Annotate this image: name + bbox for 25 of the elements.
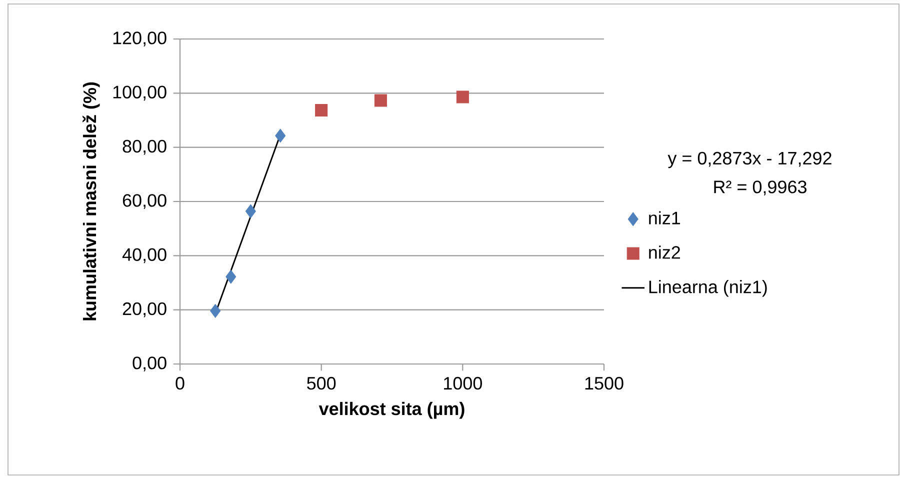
y-tick-label: 0,00 <box>132 356 166 372</box>
x-tick-label: 500 <box>307 376 336 390</box>
point <box>374 94 387 107</box>
x-tick-label: 1000 <box>444 376 482 390</box>
y-tick-label: 120,00 <box>113 32 166 46</box>
point <box>226 270 236 284</box>
x-tick-label: 0 <box>176 376 184 390</box>
point <box>275 128 286 143</box>
y-tick-label: 100,00 <box>113 86 166 101</box>
legend-label: Linearna (niz1) <box>649 280 767 297</box>
y-tick-label: 40,00 <box>122 248 166 264</box>
point <box>456 90 469 104</box>
point <box>210 304 221 318</box>
point <box>245 204 256 218</box>
x-axis-title: velikost sita (µm) <box>318 402 464 419</box>
text: R² = 0,9963 <box>714 180 806 196</box>
y-axis-title: kumulativni masni delež (%) <box>82 82 100 320</box>
y-tick-label: 80,00 <box>122 140 166 155</box>
point <box>315 104 328 116</box>
text: y = 0,2873x - 17,292 <box>668 152 832 168</box>
legend-label: niz2 <box>649 246 680 259</box>
y-tick-label: 20,00 <box>122 302 166 318</box>
legend-label: niz1 <box>649 211 680 224</box>
x-tick-label: 1500 <box>585 376 624 390</box>
y-tick-label: 60,00 <box>122 194 166 209</box>
